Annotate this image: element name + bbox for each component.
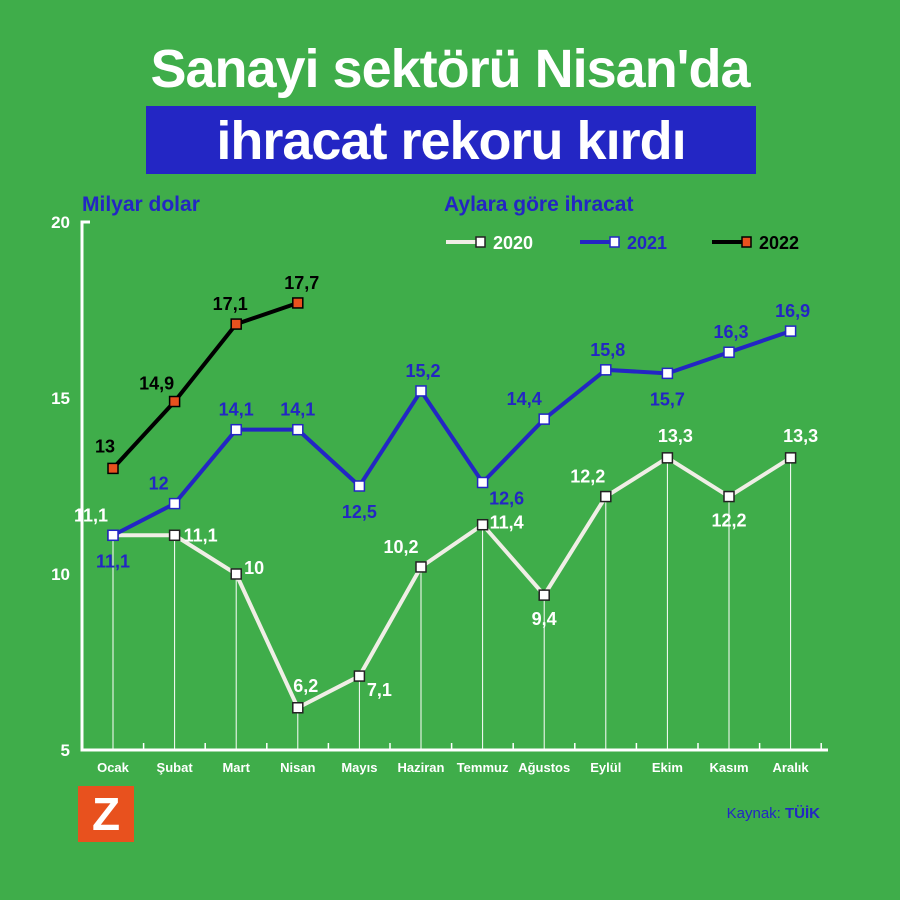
axis-lines — [80, 220, 828, 752]
x-tick-label: Ekim — [652, 760, 683, 775]
data-label-2022: 17,1 — [213, 294, 248, 314]
legend-label-2021: 2021 — [627, 233, 667, 253]
title-line-1: Sanayi sektörü Nisan'da — [150, 39, 750, 99]
data-point-2022 — [107, 462, 119, 475]
data-point-2020 — [168, 529, 181, 542]
data-point-2022 — [230, 318, 242, 330]
x-tick-label: Eylül — [590, 760, 621, 775]
data-label-2021: 11,1 — [96, 551, 130, 571]
legend-marker-2021 — [609, 236, 620, 248]
y-axis-label: Milyar dolar — [82, 193, 200, 216]
data-label-2020: 13,3 — [658, 426, 693, 446]
data-label-2021: 15,2 — [405, 361, 440, 381]
data-label-2020: 9,4 — [532, 609, 557, 629]
data-point-2021 — [661, 367, 674, 380]
legend-marker-2020 — [475, 236, 486, 248]
data-label-2021: 14,4 — [507, 389, 542, 409]
data-point-2020 — [415, 561, 427, 573]
data-label-2020: 11,4 — [490, 513, 524, 533]
x-tick-label: Mayıs — [341, 760, 377, 775]
data-point-2021 — [230, 423, 242, 436]
data-point-2021 — [107, 529, 119, 542]
source-name: TÜİK — [785, 805, 820, 822]
x-tick-label: Aralık — [773, 760, 810, 775]
data-label-2020: 6,2 — [293, 676, 318, 696]
x-tick-label: Şubat — [157, 760, 194, 775]
x-tick-label: Nisan — [280, 760, 315, 775]
data-label-2021: 12,5 — [342, 502, 377, 522]
data-label-2020: 13,3 — [783, 426, 818, 446]
y-tick-label: 5 — [61, 741, 70, 760]
y-tick-label: 15 — [51, 389, 70, 408]
x-tick-label: Mart — [222, 760, 250, 775]
source-label: Kaynak: — [726, 805, 781, 822]
source: Kaynak: TÜİK — [727, 805, 820, 822]
data-point-2021 — [600, 364, 612, 376]
legend-label-2022: 2022 — [759, 233, 799, 253]
x-tick-label: Temmuz — [457, 760, 509, 775]
y-tick-label: 10 — [51, 565, 70, 584]
series-line-2021 — [112, 329, 792, 538]
data-label-2020: 10,2 — [383, 537, 418, 557]
data-label-2021: 14,1 — [280, 400, 315, 420]
x-tick-label: Kasım — [709, 760, 748, 775]
logo: Z — [78, 786, 134, 842]
x-tick-label: Haziran — [398, 760, 445, 775]
data-point-2022 — [168, 395, 181, 408]
data-label-2021: 12,6 — [489, 488, 524, 508]
data-point-2021 — [784, 325, 797, 337]
series-line-2022 — [111, 301, 299, 470]
data-point-2022 — [292, 297, 304, 309]
data-label-2020: 7,1 — [367, 680, 392, 700]
data-label-2021: 14,1 — [219, 400, 254, 420]
x-tick-label: Ocak — [97, 760, 130, 775]
data-label-2021: 16,9 — [775, 301, 810, 321]
data-label-2021: 12 — [149, 474, 169, 494]
data-label-2020: 11,1 — [74, 505, 108, 525]
data-label-2022: 17,7 — [284, 273, 319, 293]
series-line-2020 — [113, 455, 792, 711]
x-tick-label: Ağustos — [518, 760, 570, 775]
data-label-2020: 11,1 — [184, 525, 218, 545]
logo-letter: Z — [91, 788, 121, 840]
data-point-2020 — [784, 452, 797, 464]
data-point-2020 — [723, 490, 735, 503]
legend-label-2020: 2020 — [493, 233, 533, 253]
data-point-2020 — [476, 518, 489, 531]
data-point-2021 — [353, 480, 366, 492]
data-point-2020 — [600, 490, 612, 503]
data-label-2022: 14,9 — [139, 374, 174, 394]
data-point-2020 — [292, 702, 304, 714]
data-label-2020: 12,2 — [570, 467, 605, 487]
title-line-2: ihracat rekoru kırdı — [216, 111, 686, 171]
data-point-2020 — [538, 589, 550, 601]
data-label-2021: 16,3 — [713, 322, 748, 342]
legend-marker-2022 — [741, 236, 752, 248]
legend-title: Aylara göre ihracat — [444, 193, 634, 216]
data-label-2020: 10 — [244, 558, 264, 578]
data-point-2021 — [538, 413, 550, 425]
data-point-2021 — [168, 497, 181, 510]
data-point-2021 — [476, 476, 489, 489]
data-point-2020 — [661, 452, 674, 464]
y-tick-label: 20 — [51, 213, 70, 232]
data-label-2021: 15,7 — [650, 389, 685, 409]
data-point-2021 — [292, 423, 304, 436]
data-point-2020 — [230, 568, 242, 580]
data-point-2021 — [723, 346, 735, 358]
data-label-2022: 13 — [95, 436, 115, 456]
data-point-2020 — [353, 670, 366, 682]
title-highlight — [146, 106, 756, 174]
data-label-2020: 12,2 — [711, 511, 746, 531]
data-point-2021 — [415, 385, 427, 397]
data-label-2021: 15,8 — [590, 340, 625, 360]
